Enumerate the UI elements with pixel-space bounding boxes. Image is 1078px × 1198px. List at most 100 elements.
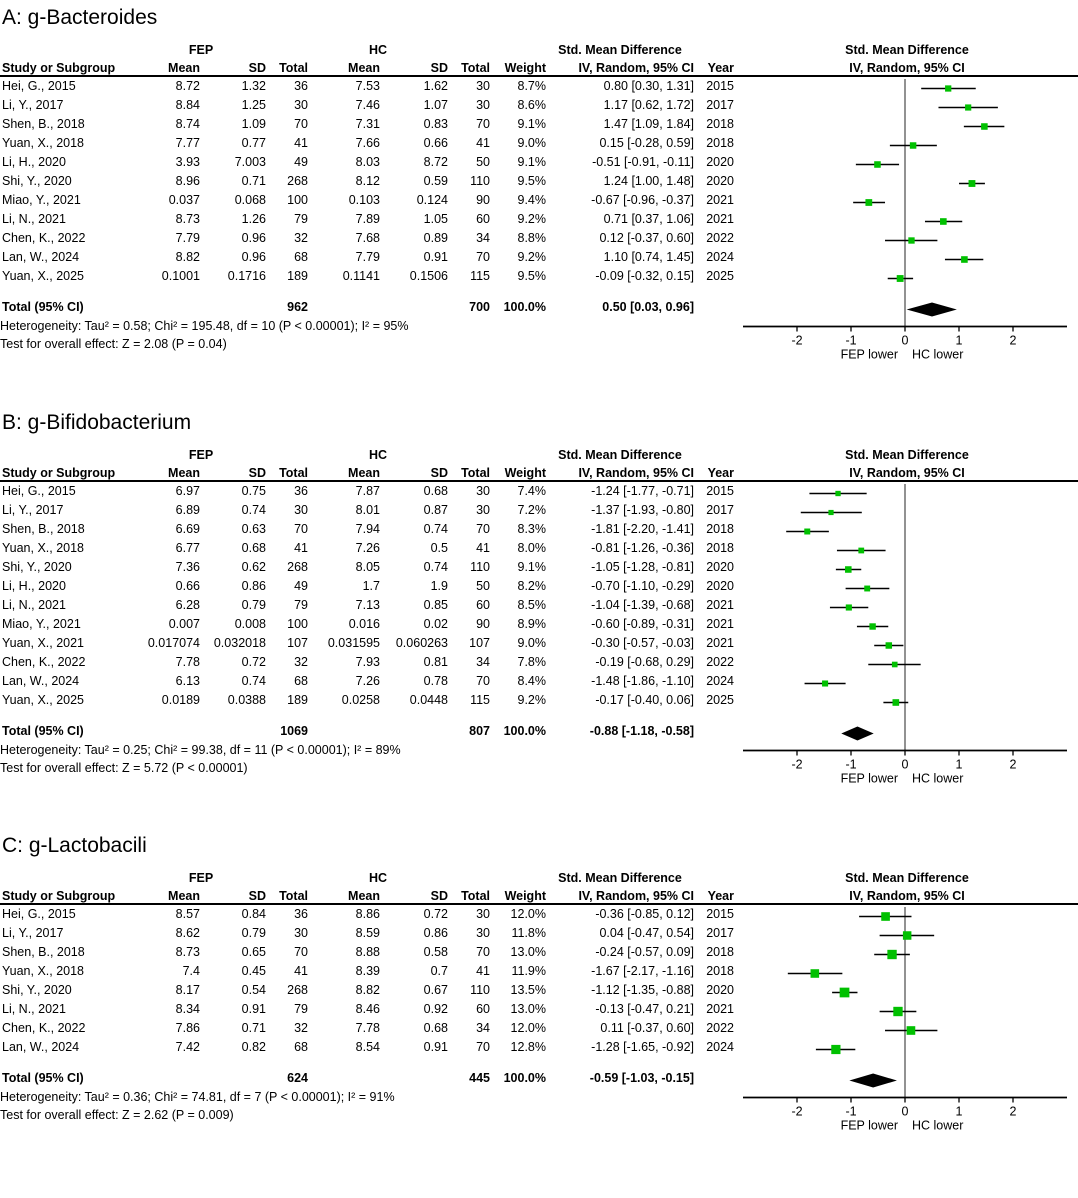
pooled-diamond bbox=[906, 302, 957, 317]
weight: 11.9% bbox=[511, 964, 546, 978]
effect-marker bbox=[828, 509, 834, 515]
fep-mean: 6.89 bbox=[175, 502, 200, 517]
fep-total: 100 bbox=[287, 616, 308, 631]
fep-sd: 0.91 bbox=[241, 1002, 266, 1016]
smd-ci-text: -0.36 [-0.85, 0.12] bbox=[595, 907, 694, 921]
group-header-hc: HC bbox=[368, 871, 388, 885]
col-header-fep-sd: SD bbox=[248, 61, 266, 75]
axis-left-label: FEP lower bbox=[841, 1119, 898, 1133]
year-label: 2022 bbox=[706, 231, 734, 245]
year-label: 2015 bbox=[706, 79, 734, 93]
fep-total: 41 bbox=[294, 540, 308, 555]
hc-mean: 7.93 bbox=[355, 654, 380, 669]
study-row: Li, Y., 2017 6.89 0.74 30 8.01 0.87 30 7.2% -1.3… bbox=[0, 501, 1078, 520]
axis-left-label: FEP lower bbox=[841, 771, 898, 785]
total-hc-n: 807 bbox=[469, 723, 490, 738]
col-header-weight: Weight bbox=[504, 465, 546, 480]
year-label: 2021 bbox=[706, 635, 734, 650]
study-row: Miao, Y., 2021 0.007 0.008 100 0.016 0.02 90 8.… bbox=[0, 615, 1078, 634]
study-row: Shi, Y., 2020 8.96 0.71 268 8.12 0.59 110 9.5% 1… bbox=[0, 172, 1078, 191]
fep-mean: 6.97 bbox=[175, 483, 200, 498]
hc-total: 60 bbox=[476, 597, 490, 612]
study-label: Li, H., 2020 bbox=[2, 155, 66, 169]
group-header-fep: FEP bbox=[188, 447, 214, 462]
hc-sd: 0.67 bbox=[423, 983, 448, 997]
total-label: Total (95% CI) bbox=[2, 1071, 84, 1085]
smd-ci-text: 0.71 [0.37, 1.06] bbox=[603, 212, 694, 226]
year-label: 2018 bbox=[706, 540, 734, 555]
plot-header-smd: Std. Mean Difference bbox=[845, 447, 969, 462]
hc-mean: 8.05 bbox=[355, 559, 380, 574]
weight: 12.8% bbox=[510, 1040, 546, 1054]
fep-mean: 0.037 bbox=[168, 193, 200, 207]
hc-sd: 0.124 bbox=[416, 193, 448, 207]
hc-total: 34 bbox=[476, 654, 490, 669]
study-label: Yuan, X., 2018 bbox=[2, 964, 85, 978]
fep-total: 70 bbox=[294, 117, 308, 131]
group-header-smd: Std. Mean Difference bbox=[558, 43, 682, 57]
fep-mean: 6.28 bbox=[175, 597, 200, 612]
fep-sd: 0.84 bbox=[241, 907, 266, 921]
hc-sd: 0.81 bbox=[423, 654, 448, 669]
year-label: 2020 bbox=[706, 174, 734, 188]
hc-sd: 0.85 bbox=[423, 597, 448, 612]
year-label: 2017 bbox=[706, 926, 734, 940]
weight: 8.9% bbox=[517, 616, 547, 631]
smd-ci-text: -1.24 [-1.77, -0.71] bbox=[591, 483, 694, 498]
weight: 7.4% bbox=[517, 483, 547, 498]
fep-total: 189 bbox=[287, 692, 308, 707]
spacer bbox=[694, 298, 734, 317]
weight: 8.4% bbox=[517, 673, 547, 688]
total-weight: 100.0% bbox=[503, 1071, 546, 1085]
study-row: Lan, W., 2024 8.82 0.96 68 7.79 0.91 70 9.2% 1.1… bbox=[0, 248, 1078, 267]
hc-sd: 0.58 bbox=[423, 945, 448, 959]
hc-sd: 0.68 bbox=[423, 1021, 448, 1035]
study-row: Shen, B., 2018 8.73 0.65 70 8.88 0.58 70 13.0% -… bbox=[0, 943, 1078, 962]
study-row: Li, N., 2021 8.34 0.91 79 8.46 0.92 60 13.0% -0.… bbox=[0, 1000, 1078, 1019]
hc-total: 110 bbox=[470, 174, 490, 188]
fep-total: 70 bbox=[294, 945, 308, 959]
total-row: Total (95% CI) 624 445 100.0% -0.59 [-1.03, … bbox=[0, 1069, 1078, 1088]
group-header-row: FEP HC Std. Mean Difference Std. Mean Di… bbox=[0, 448, 1078, 464]
hc-sd: 0.92 bbox=[423, 1002, 448, 1016]
hc-total: 50 bbox=[476, 578, 490, 593]
hc-mean: 1.7 bbox=[362, 578, 380, 593]
hc-total: 30 bbox=[476, 79, 490, 93]
study-row: Hei, G., 2015 8.72 1.32 36 7.53 1.62 30 8.7% 0.8… bbox=[0, 77, 1078, 96]
axis-right-label: HC lower bbox=[912, 348, 963, 362]
weight: 8.0% bbox=[517, 540, 547, 555]
total-ci-text: 0.50 [0.03, 0.96] bbox=[602, 300, 694, 314]
axis-tick-label: -2 bbox=[791, 757, 802, 771]
effect-marker bbox=[822, 679, 829, 687]
hc-total: 70 bbox=[476, 521, 490, 536]
axis-tick-label: 2 bbox=[1010, 1105, 1017, 1119]
effect-marker bbox=[869, 622, 876, 630]
hc-total: 110 bbox=[470, 559, 490, 574]
panel-title: B: g-Bifidobacterium bbox=[2, 410, 192, 434]
hc-sd: 0.7 bbox=[430, 964, 448, 978]
fep-total: 36 bbox=[294, 483, 308, 498]
fep-total: 68 bbox=[294, 1040, 308, 1054]
weight: 9.5% bbox=[517, 269, 547, 283]
fep-sd: 0.96 bbox=[241, 231, 266, 245]
fep-total: 68 bbox=[294, 250, 308, 264]
study-label: Shi, Y., 2020 bbox=[2, 174, 72, 188]
group-header-smd: Std. Mean Difference bbox=[558, 447, 682, 462]
smd-ci-text: 0.04 [-0.47, 0.54] bbox=[599, 926, 694, 940]
fep-sd: 0.62 bbox=[241, 559, 266, 574]
fep-total: 30 bbox=[294, 926, 308, 940]
weight: 8.8% bbox=[517, 231, 547, 245]
fep-mean: 7.42 bbox=[175, 1040, 200, 1054]
fep-mean: 8.82 bbox=[175, 250, 200, 264]
study-row: Lan, W., 2024 6.13 0.74 68 7.26 0.78 70 8.4% -1.… bbox=[0, 672, 1078, 691]
effect-marker bbox=[804, 528, 811, 534]
plot-header-smd: Std. Mean Difference bbox=[845, 871, 969, 885]
fep-sd: 0.1716 bbox=[227, 269, 266, 283]
overall-effect-text: Test for overall effect: Z = 5.72 (P < 0… bbox=[0, 760, 248, 775]
hc-total: 41 bbox=[476, 136, 490, 150]
hc-mean: 7.46 bbox=[355, 98, 380, 112]
fep-total: 36 bbox=[294, 79, 308, 93]
hc-sd: 0.86 bbox=[423, 926, 448, 940]
fep-sd: 0.96 bbox=[241, 250, 266, 264]
fep-mean: 7.4 bbox=[182, 964, 200, 978]
